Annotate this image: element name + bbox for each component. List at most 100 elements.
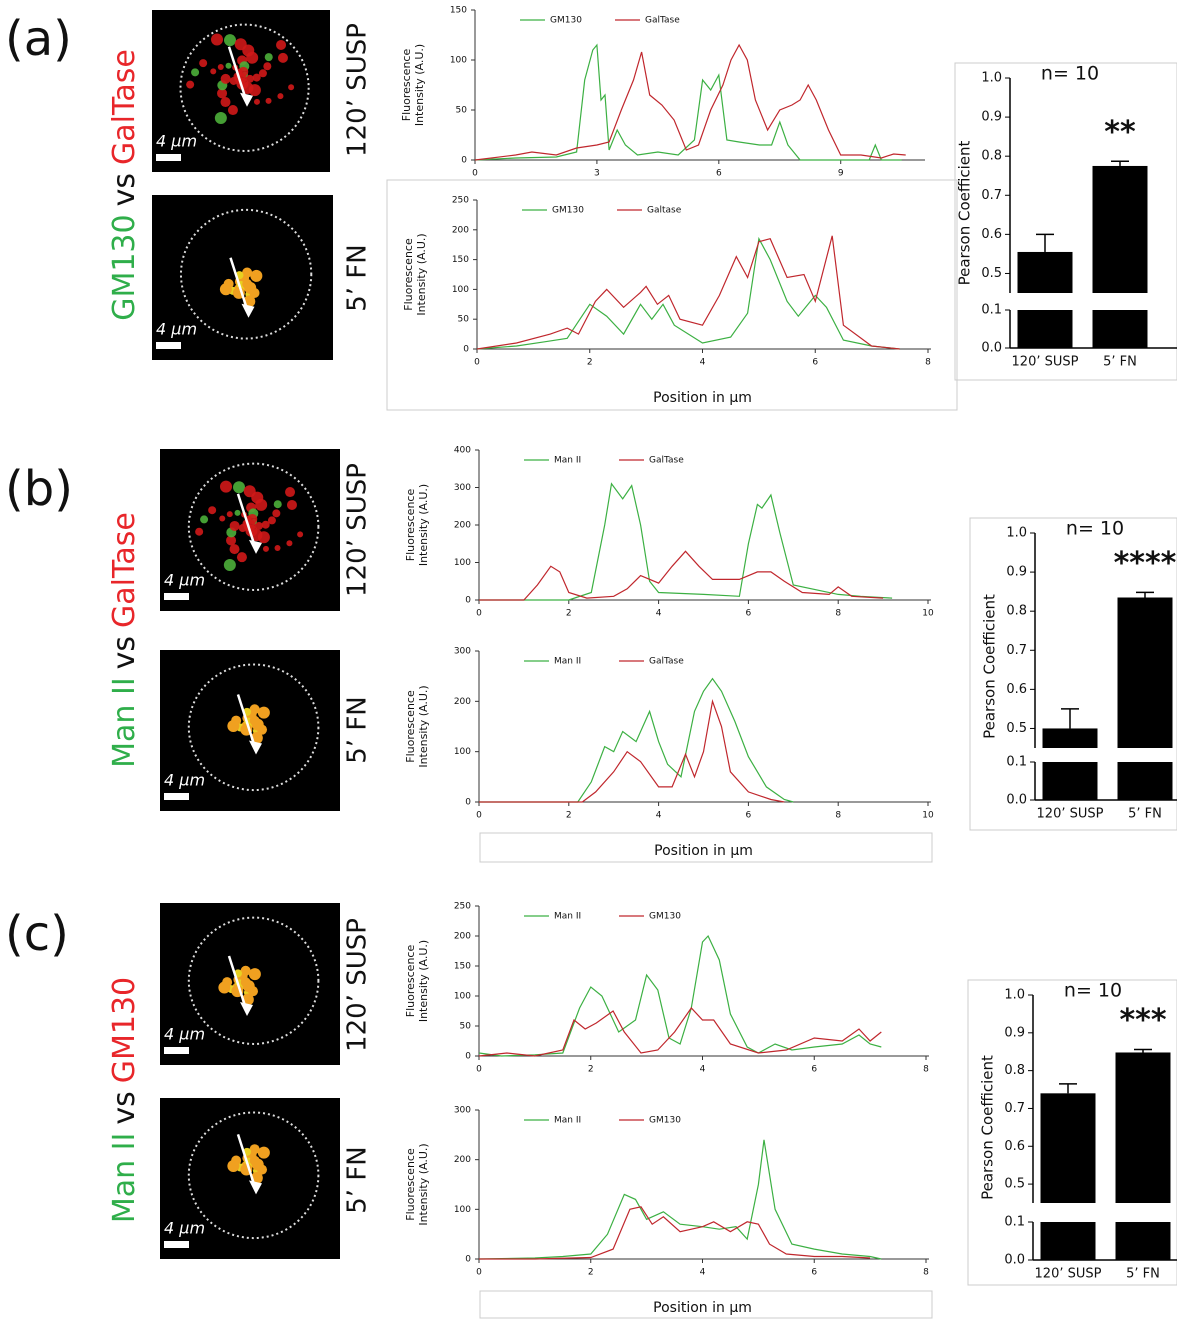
bar <box>1117 597 1173 748</box>
condition-label: 120’ SUSP <box>343 918 373 1052</box>
y-tick-label: 200 <box>454 521 471 531</box>
y-tick-label: 300 <box>454 647 471 657</box>
condition-label: 5’ FN <box>343 244 373 311</box>
x-tick-label: 4 <box>656 811 662 821</box>
bar <box>1042 728 1098 748</box>
fluorescence-spot <box>225 62 232 69</box>
micrograph <box>152 10 330 172</box>
y-axis-label: Intensity (A.U.) <box>417 940 430 1022</box>
fluorescence-spot <box>262 545 269 552</box>
fluorescence-spot <box>272 509 281 518</box>
x-tick-label: 6 <box>746 609 752 619</box>
fluorescence-spot <box>229 544 240 555</box>
x-tick-label: 5’ FN <box>1126 1267 1160 1282</box>
scale-bar <box>164 1047 189 1054</box>
scale-bar <box>164 793 189 800</box>
y-axis-label: Intensity (A.U.) <box>413 44 426 126</box>
y-tick-label: 0.8 <box>1006 604 1027 619</box>
fluorescence-spot <box>254 521 263 530</box>
fluorescence-spot <box>208 506 217 515</box>
series-line <box>476 235 900 350</box>
legend-label: Man II <box>554 456 581 466</box>
series-line <box>479 550 884 601</box>
x-tick-label: 2 <box>566 811 572 821</box>
legend-label: Man II <box>554 657 581 667</box>
y-tick-label: 0 <box>465 1255 471 1265</box>
y-tick-label: 0 <box>465 798 471 808</box>
x-tick-label: 4 <box>700 358 706 368</box>
fluorescence-spot <box>249 1144 260 1155</box>
scale-label: 4 µm <box>164 771 205 790</box>
x-tick-label: 8 <box>835 609 841 619</box>
y-tick-label: 1.0 <box>1004 988 1025 1003</box>
profile-arrow <box>236 694 258 751</box>
x-tick-label: 4 <box>700 1268 706 1278</box>
scale-label: 4 µm <box>156 320 197 339</box>
scale-label: 4 µm <box>156 132 197 151</box>
y-tick-label: 0.0 <box>1006 793 1027 808</box>
y-tick-label: 0.7 <box>1006 643 1027 658</box>
condition-label: 5’ FN <box>343 696 373 763</box>
fluorescence-spot <box>246 51 259 64</box>
fluorescence-spot <box>249 287 260 298</box>
bar <box>1092 310 1148 348</box>
cell-outline <box>187 663 320 792</box>
fluorescence-spot <box>267 516 276 525</box>
x-tick-label: 6 <box>716 169 722 179</box>
y-axis-label: Fluorescence <box>404 489 417 562</box>
y-tick-label: 200 <box>452 225 469 235</box>
fluorescence-spot <box>253 98 260 105</box>
fluorescence-spot <box>252 73 261 82</box>
chart-frame <box>954 62 1177 381</box>
y-tick-label: 0.8 <box>981 149 1002 164</box>
y-axis-label: Intensity (A.U.) <box>415 233 428 315</box>
y-tick-label: 0.9 <box>981 110 1002 125</box>
fluorescence-spot <box>277 52 288 63</box>
fluorescence-spot <box>236 552 247 563</box>
y-tick-label: 0.5 <box>1006 721 1027 736</box>
y-tick-label: 250 <box>452 196 469 206</box>
fluorescence-spot <box>255 498 268 511</box>
fluorescence-spot <box>211 33 224 46</box>
y-tick-label: 150 <box>454 962 471 972</box>
x-tick-label: 0 <box>476 1065 482 1075</box>
y-axis-label: Fluorescence <box>400 49 413 122</box>
fluorescence-spot <box>210 68 217 75</box>
arrow-head <box>249 1180 262 1195</box>
frame <box>479 1290 933 1319</box>
y-tick-label: 0 <box>463 345 469 355</box>
x-tick-label: 8 <box>835 811 841 821</box>
fluorescence-spot <box>234 509 241 516</box>
legend-label: Man II <box>554 912 581 922</box>
profile-arrow <box>227 46 249 104</box>
x-axis-label: Position in µm <box>654 843 753 859</box>
fluorescence-spot <box>273 500 282 509</box>
fluorescence-spot <box>220 97 231 108</box>
fluorescence-spot <box>257 706 270 719</box>
y-tick-label: 400 <box>454 446 471 456</box>
fluorescence-spot <box>219 515 226 522</box>
y-tick-label: 200 <box>454 1155 471 1165</box>
fluorescence-spot <box>265 97 272 104</box>
fluorescence-spot <box>257 1146 270 1159</box>
y-tick-label: 150 <box>452 255 469 265</box>
fluorescence-spot <box>285 487 296 498</box>
bar <box>1115 1222 1171 1260</box>
y-tick-label: 0.1 <box>981 303 1002 318</box>
fluorescence-spot <box>223 559 236 572</box>
series-line <box>474 43 906 161</box>
y-axis-label: Pearson Coefficient <box>956 140 974 285</box>
pair-second: GalTase <box>107 49 142 165</box>
fluorescence-spot <box>264 53 273 62</box>
cell-outline <box>179 23 310 152</box>
pair-first: Man II <box>107 1133 142 1224</box>
fluorescence-spot <box>227 720 240 733</box>
micrograph <box>160 1098 340 1259</box>
bar <box>1040 1093 1096 1203</box>
fluorescence-spot <box>233 481 246 494</box>
profile-arrow <box>229 257 250 315</box>
y-tick-label: 1.0 <box>1006 526 1027 541</box>
fluorescence-spot <box>214 111 227 124</box>
fluorescence-spot <box>229 520 240 531</box>
fluorescence-spot <box>217 88 228 99</box>
